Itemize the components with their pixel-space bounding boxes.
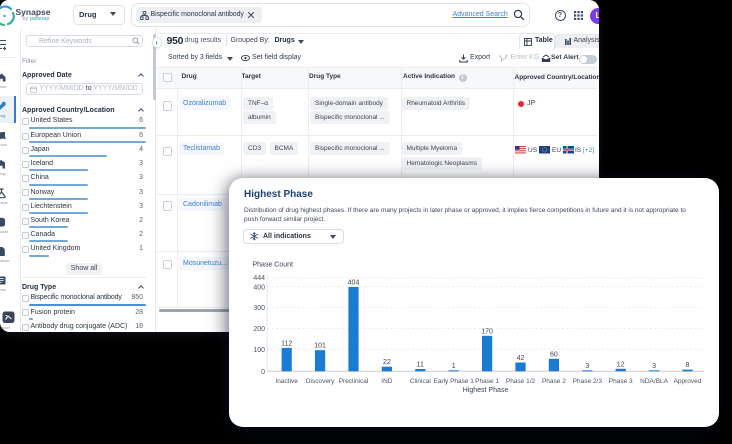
svg-text:NDA/BLA: NDA/BLA [640,377,668,384]
svg-text:42: 42 [516,355,524,362]
svg-text:Highest Phase: Highest Phase [462,387,508,394]
svg-text:400: 400 [253,284,265,291]
svg-text:3: 3 [585,362,589,369]
svg-text:Clinical: Clinical [409,377,431,384]
svg-text:112: 112 [281,340,292,347]
svg-text:Preclinical: Preclinical [338,377,368,384]
svg-text:Phase 2: Phase 2 [541,377,565,384]
svg-text:Phase Count: Phase Count [252,261,293,268]
svg-text:12: 12 [616,361,624,368]
svg-text:100: 100 [253,346,265,353]
svg-text:11: 11 [416,361,423,368]
svg-text:Phase 1/2: Phase 1/2 [505,377,535,384]
svg-text:1: 1 [451,362,455,369]
svg-text:Early Phase 1: Early Phase 1 [433,377,474,384]
svg-text:Phase 3: Phase 3 [608,377,632,384]
svg-text:200: 200 [253,326,265,333]
svg-text:3: 3 [652,362,656,369]
svg-text:8: 8 [685,362,689,369]
svg-text:60: 60 [550,351,558,358]
svg-text:Phase 2/3: Phase 2/3 [572,377,602,384]
svg-text:Phase 1: Phase 1 [475,377,499,384]
svg-text:Approved: Approved [673,377,701,384]
svg-text:170: 170 [481,328,493,335]
svg-text:IND: IND [381,377,393,384]
svg-text:101: 101 [314,342,326,349]
svg-text:22: 22 [383,359,391,366]
svg-text:404: 404 [347,279,359,286]
svg-text:300: 300 [253,305,265,312]
svg-text:Inactive: Inactive [275,377,298,384]
svg-text:444: 444 [253,275,265,282]
svg-text:0: 0 [261,368,265,375]
svg-text:Discovery: Discovery [305,377,334,384]
